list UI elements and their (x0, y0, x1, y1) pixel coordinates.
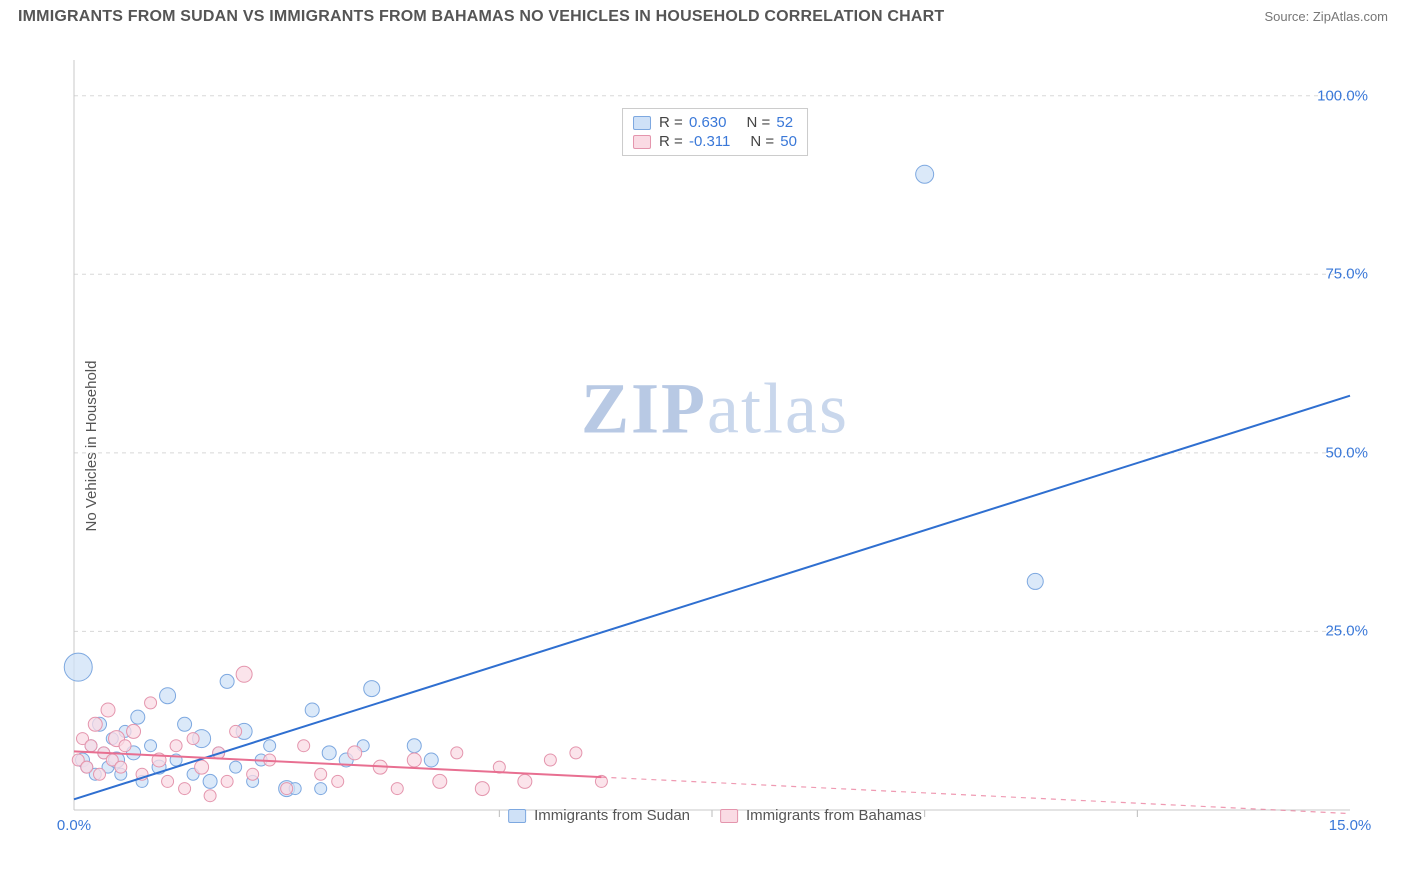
r-label-bahamas: R = -0.311 (659, 133, 730, 150)
legend-label-sudan: Immigrants from Sudan (534, 807, 690, 824)
swatch-bahamas (633, 135, 651, 149)
legend-label-bahamas: Immigrants from Bahamas (746, 807, 922, 824)
y-tick-label: 75.0% (1325, 266, 1368, 283)
legend-swatch-bahamas (720, 809, 738, 823)
legend-row-sudan: R = 0.630 N = 52 (633, 113, 797, 132)
y-tick-label: 25.0% (1325, 623, 1368, 640)
legend-row-bahamas: R = -0.311 N = 50 (633, 132, 797, 151)
legend-swatch-sudan (508, 809, 526, 823)
x-tick-label: 15.0% (1329, 817, 1372, 834)
n-label-bahamas: N = 50 (750, 133, 797, 150)
swatch-sudan (633, 116, 651, 130)
legend-stats-box: R = 0.630 N = 52 R = -0.311 N = 50 (622, 108, 808, 156)
legend-item-bahamas: Immigrants from Bahamas (720, 807, 922, 824)
n-label-sudan: N = 52 (746, 114, 793, 131)
legend-item-sudan: Immigrants from Sudan (508, 807, 690, 824)
y-tick-label: 50.0% (1325, 444, 1368, 461)
chart-header: IMMIGRANTS FROM SUDAN VS IMMIGRANTS FROM… (0, 0, 1406, 30)
chart-title: IMMIGRANTS FROM SUDAN VS IMMIGRANTS FROM… (18, 8, 944, 26)
r-label-sudan: R = 0.630 (659, 114, 726, 131)
scatter-plot-svg (50, 50, 1380, 830)
legend-bottom: Immigrants from Sudan Immigrants from Ba… (508, 807, 922, 824)
y-tick-label: 100.0% (1317, 87, 1368, 104)
x-tick-label: 0.0% (57, 817, 91, 834)
chart-source: Source: ZipAtlas.com (1264, 9, 1388, 24)
chart-area: ZIPatlas R = 0.630 N = 52 R = -0.311 N =… (50, 50, 1380, 830)
